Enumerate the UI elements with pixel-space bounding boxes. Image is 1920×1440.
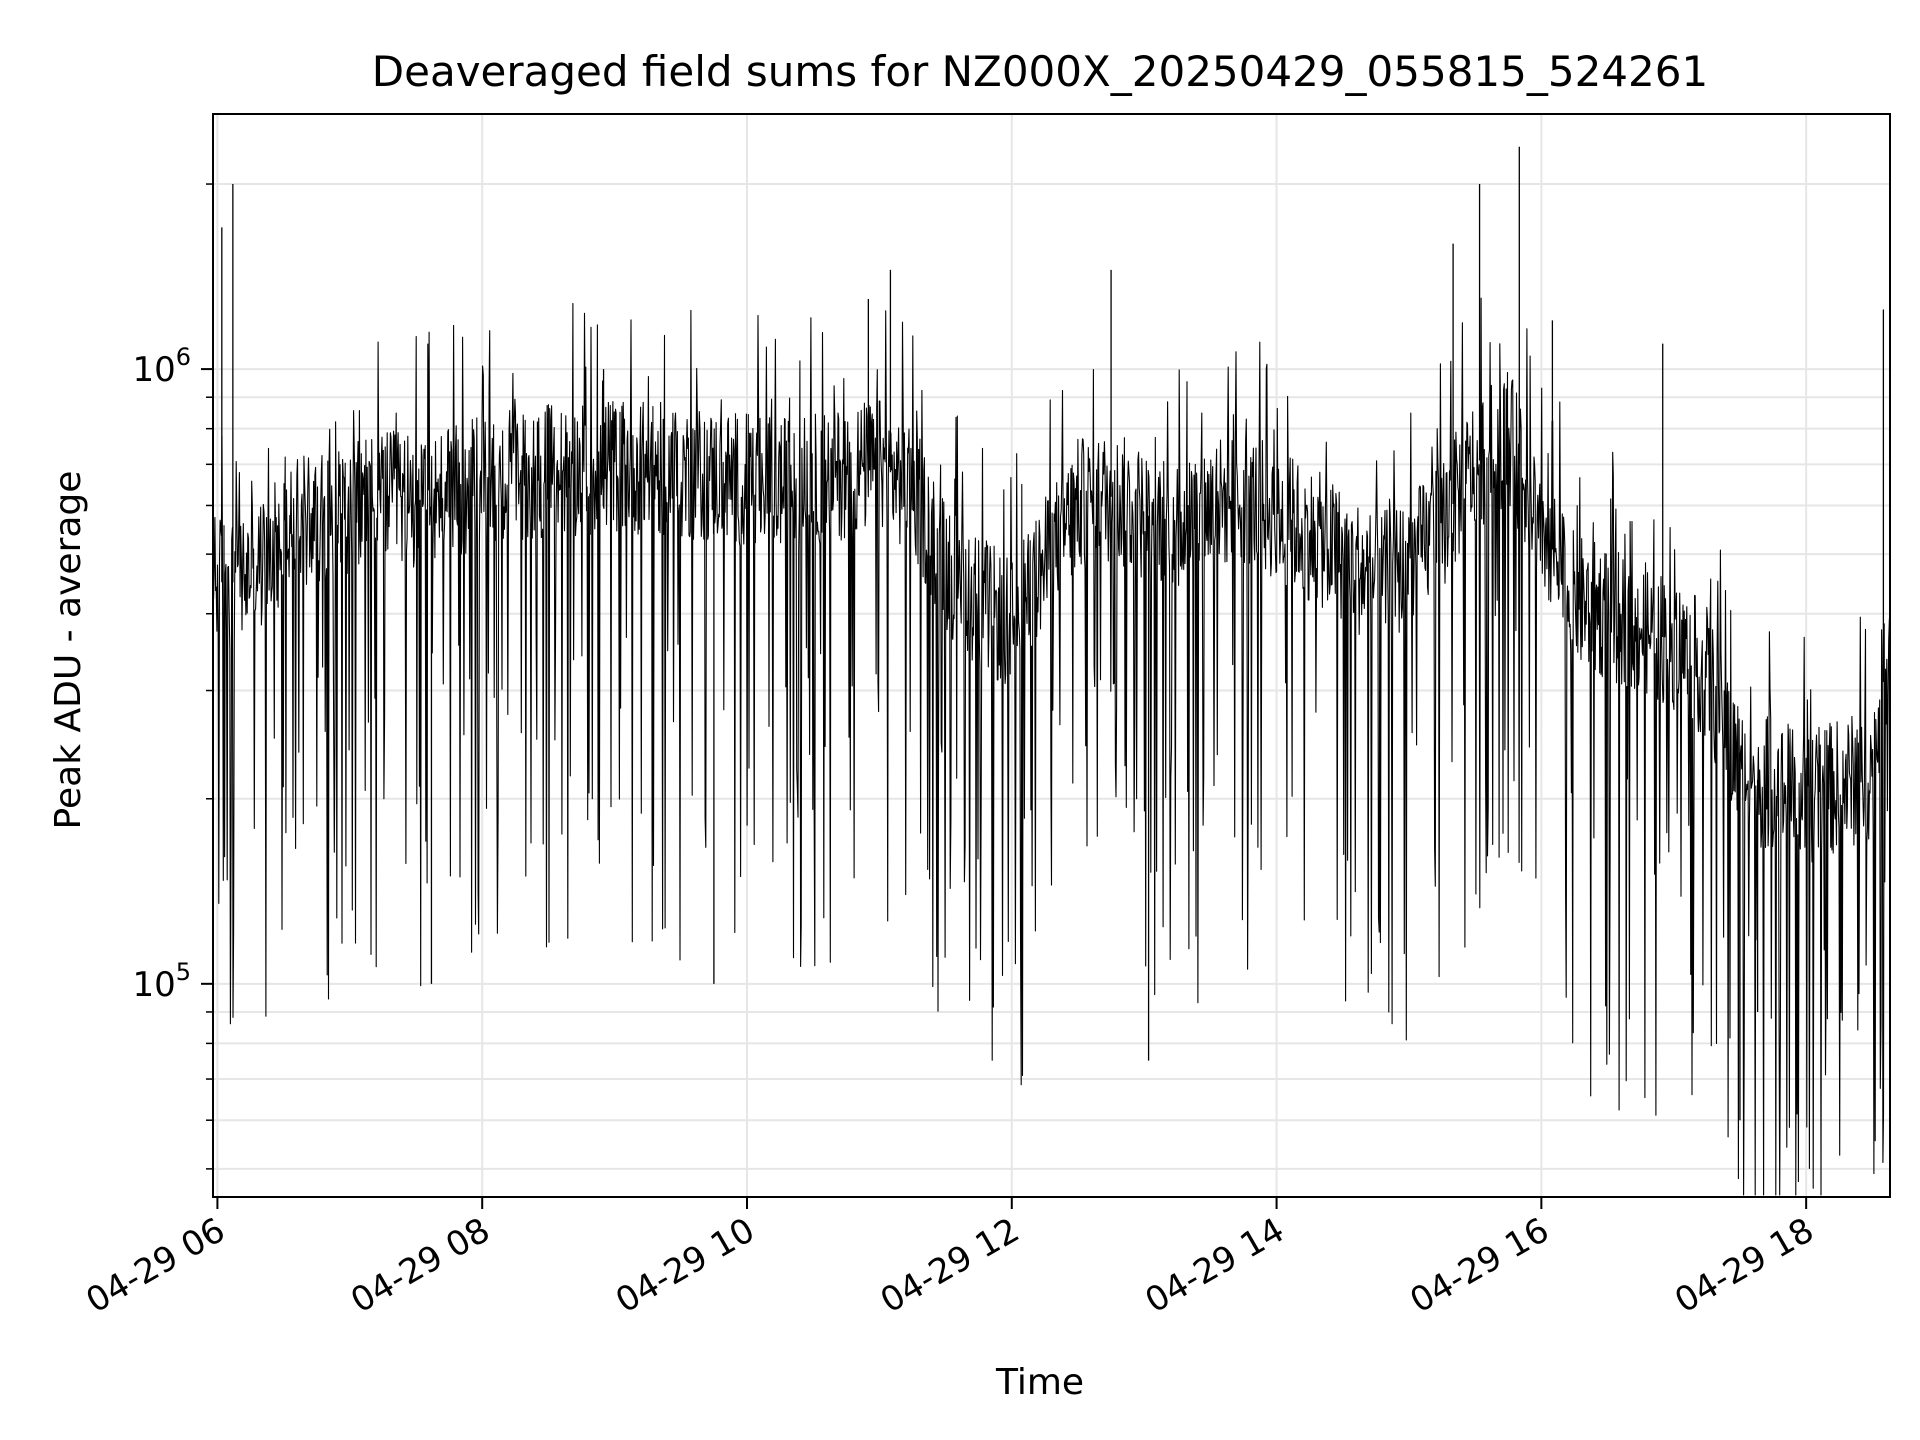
plot-frame	[212, 113, 1891, 1198]
y-tick-label: 106	[132, 343, 191, 390]
y-axis-label: Peak ADU - average	[48, 471, 89, 830]
x-axis-label: Time	[995, 1362, 1084, 1403]
data-series	[212, 146, 1891, 1196]
series-line	[212, 297, 1891, 1196]
y-tick-label: 105	[132, 958, 191, 1005]
chart-title: Deaveraged field sums for NZ000X_2025042…	[372, 47, 1708, 96]
